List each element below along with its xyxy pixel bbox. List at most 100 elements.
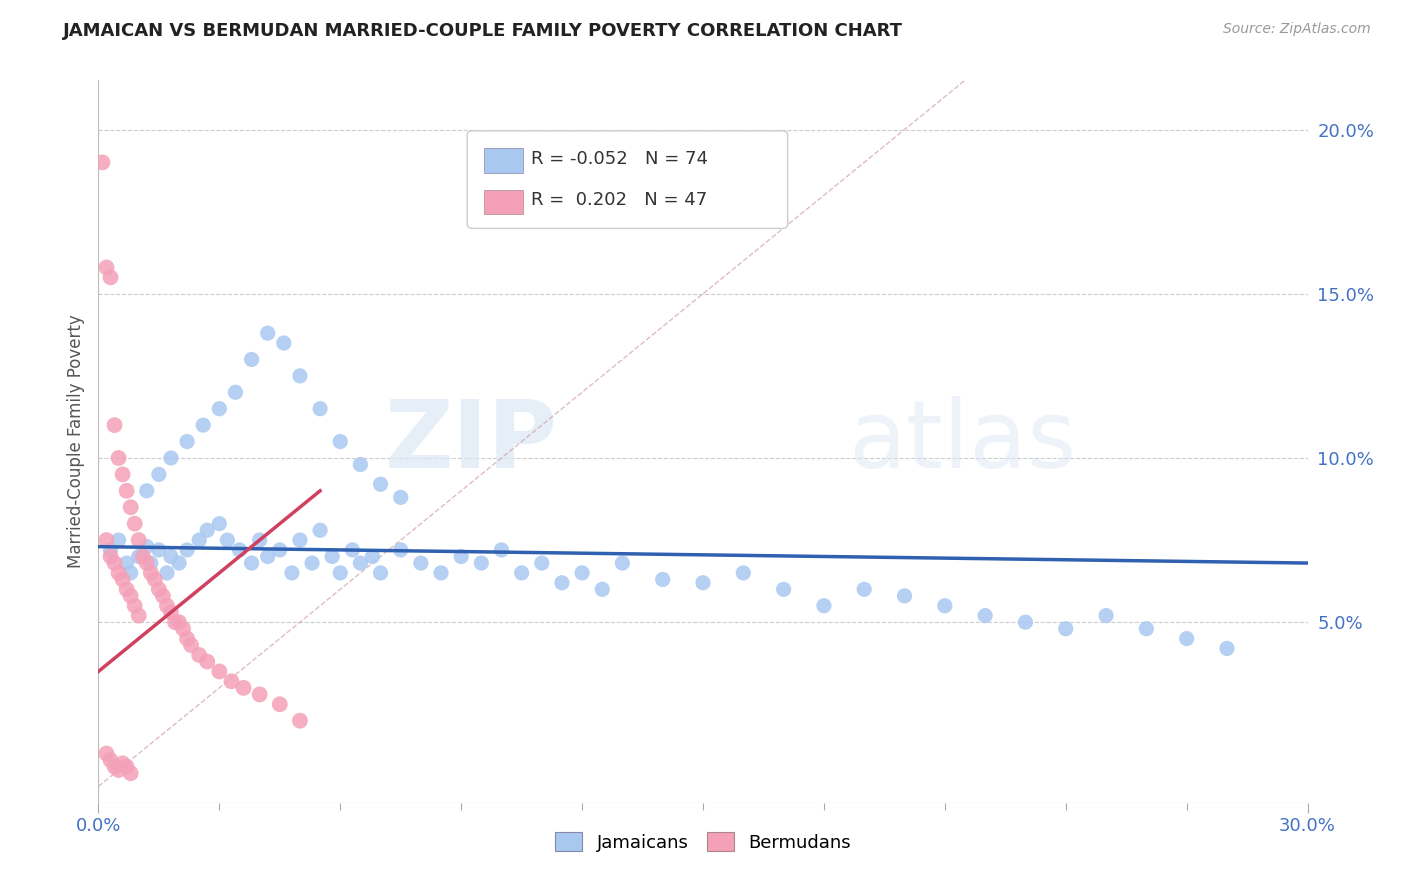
Point (813, 599, 835, 613)
Point (103, 760, 125, 774)
Point (103, 418, 125, 433)
Text: R = -0.052   N = 74: R = -0.052 N = 74 (531, 150, 709, 168)
Point (148, 467, 170, 482)
Point (1054, 622, 1077, 636)
Point (120, 500, 142, 515)
Point (1216, 641, 1239, 656)
Point (321, 549, 343, 564)
Text: ZIP: ZIP (385, 395, 558, 488)
Point (143, 573, 166, 587)
Point (111, 573, 134, 587)
Point (1095, 608, 1118, 623)
Point (281, 566, 304, 580)
Point (167, 615, 190, 630)
Y-axis label: Married-Couple Family Poverty: Married-Couple Family Poverty (66, 315, 84, 568)
Point (135, 540, 157, 554)
Point (148, 582, 170, 597)
Point (91, 155, 114, 169)
Point (240, 352, 263, 367)
Text: Source: ZipAtlas.com: Source: ZipAtlas.com (1223, 22, 1371, 37)
FancyBboxPatch shape (484, 148, 523, 172)
Point (160, 450, 183, 465)
Point (409, 556, 432, 570)
Point (115, 760, 138, 774)
Point (288, 533, 311, 547)
Point (269, 698, 291, 712)
Point (115, 483, 138, 498)
Point (217, 533, 239, 547)
Point (100, 549, 122, 564)
Point (221, 674, 243, 689)
Point (228, 542, 250, 557)
Point (132, 549, 155, 564)
Point (111, 467, 134, 482)
Point (96, 747, 118, 761)
Point (329, 434, 352, 449)
Point (193, 418, 215, 433)
Point (370, 477, 392, 491)
Point (370, 566, 392, 580)
Point (111, 756, 134, 771)
Point (195, 523, 218, 537)
Point (1014, 615, 1036, 630)
Point (530, 556, 553, 570)
Point (733, 566, 755, 580)
Point (115, 556, 138, 570)
Point (301, 556, 323, 570)
Point (256, 549, 278, 564)
Point (249, 533, 271, 547)
Point (139, 556, 162, 570)
Point (96, 533, 118, 547)
Point (240, 556, 263, 570)
Point (430, 566, 453, 580)
Point (107, 533, 129, 547)
Point (107, 566, 129, 580)
Point (160, 605, 183, 619)
Point (692, 575, 714, 590)
Point (256, 326, 278, 340)
Point (853, 582, 876, 597)
Point (208, 401, 231, 416)
Point (148, 542, 170, 557)
Point (510, 566, 533, 580)
Point (176, 542, 198, 557)
Point (1135, 622, 1157, 636)
Point (188, 648, 211, 662)
Point (893, 589, 915, 603)
Point (571, 566, 593, 580)
Point (135, 483, 157, 498)
Point (309, 401, 332, 416)
Point (273, 336, 295, 351)
Point (180, 638, 202, 652)
Point (491, 542, 513, 557)
Point (188, 533, 211, 547)
FancyBboxPatch shape (484, 190, 523, 214)
Point (309, 523, 332, 537)
Point (349, 556, 371, 570)
Point (103, 556, 125, 570)
Point (128, 608, 150, 623)
Point (139, 566, 162, 580)
Point (389, 491, 412, 505)
Point (349, 458, 371, 472)
Point (128, 549, 150, 564)
Point (124, 516, 146, 531)
Point (551, 575, 574, 590)
Point (172, 622, 194, 636)
Point (167, 556, 190, 570)
Point (120, 766, 142, 780)
FancyBboxPatch shape (467, 131, 787, 228)
Point (389, 542, 412, 557)
Point (124, 599, 146, 613)
Point (176, 632, 198, 646)
Point (135, 556, 157, 570)
Point (249, 687, 271, 701)
Point (974, 608, 997, 623)
Point (651, 573, 673, 587)
Point (128, 533, 150, 547)
Point (269, 542, 291, 557)
Point (156, 566, 179, 580)
Point (100, 270, 122, 285)
Point (176, 434, 198, 449)
Point (120, 566, 142, 580)
